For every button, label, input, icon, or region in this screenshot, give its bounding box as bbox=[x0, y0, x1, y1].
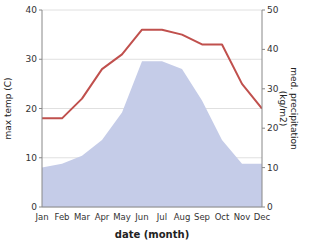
y-tick-label: 0 bbox=[31, 202, 37, 212]
x-tick-label: Nov bbox=[234, 212, 251, 222]
x-tick-label: Jul bbox=[156, 212, 167, 222]
y2-axis-title-line: (kg/m2) bbox=[278, 91, 288, 126]
y2-axis-title-line: med. precipitation bbox=[289, 67, 299, 149]
y-tick-label: 30 bbox=[26, 54, 38, 64]
y2-tick-label: 40 bbox=[267, 44, 279, 54]
grid-line bbox=[42, 10, 262, 11]
y-axis-title: max temp (C) bbox=[3, 77, 13, 139]
chart-container: 0 10 20 30 40 0 10 20 30 40 50 Jan Feb Mar AprMayJun Ju… bbox=[0, 0, 318, 247]
y2-tick bbox=[262, 207, 265, 208]
line bbox=[42, 30, 262, 119]
y2-tick bbox=[262, 10, 265, 11]
x-tick-label: May bbox=[113, 212, 131, 222]
y2-tick-label: 10 bbox=[267, 163, 279, 173]
y-tick-label: 10 bbox=[26, 153, 38, 163]
y-tick bbox=[39, 207, 42, 208]
area bbox=[42, 61, 262, 207]
plot-area bbox=[42, 30, 262, 207]
y2-tick bbox=[262, 88, 265, 89]
x-axis-title: date (month) bbox=[115, 229, 189, 240]
x-axis-line bbox=[42, 207, 262, 208]
x-tick-label: Aug bbox=[174, 212, 191, 222]
y2-tick-label: 30 bbox=[267, 84, 279, 94]
y2-tick bbox=[262, 49, 265, 50]
grid-line bbox=[42, 207, 262, 208]
axes: 0 10 20 30 40 0 10 20 30 40 50 Jan Feb Mar AprMayJun Ju… bbox=[26, 5, 279, 222]
y2-axis-line bbox=[262, 10, 263, 207]
chart-svg: 0 10 20 30 40 0 10 20 30 40 50 Jan Feb Mar AprMayJun Ju… bbox=[0, 0, 318, 247]
y-tick bbox=[39, 59, 42, 60]
x-tick-label: Dec bbox=[254, 212, 271, 222]
y-tick bbox=[39, 108, 42, 109]
x-tick-label: Apr bbox=[95, 212, 110, 222]
y2-tick-label: 20 bbox=[267, 123, 279, 133]
grid bbox=[42, 10, 262, 207]
y2-tick bbox=[262, 167, 265, 168]
x-tick-label: Jun bbox=[134, 212, 148, 222]
y2-axis-title: med. precipitation(kg/m2) bbox=[278, 67, 299, 149]
y2-tick-label: 0 bbox=[267, 202, 273, 212]
y-tick-label: 40 bbox=[26, 5, 38, 15]
x-tick-label: Mar bbox=[74, 212, 91, 222]
y2-tick-label: 50 bbox=[267, 5, 279, 15]
y-tick bbox=[39, 157, 42, 158]
x-tick-label: Sep bbox=[194, 212, 210, 222]
x-tick-label: Oct bbox=[215, 212, 230, 222]
y2-tick bbox=[262, 128, 265, 129]
x-tick-label: Feb bbox=[54, 212, 69, 222]
y-tick bbox=[39, 10, 42, 11]
x-tick-label: Jan bbox=[34, 212, 48, 222]
y-tick-label: 20 bbox=[26, 104, 38, 114]
